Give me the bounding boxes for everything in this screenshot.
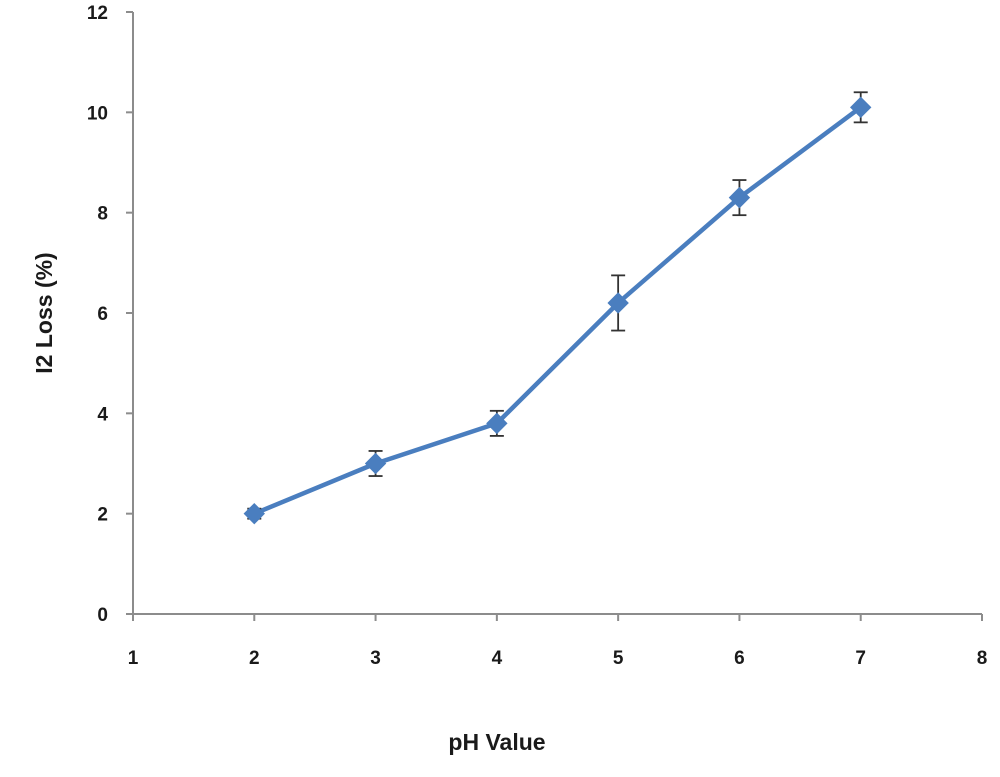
x-tick-label: 4: [492, 648, 503, 669]
y-axis-ticks: 0 2 4 6 8 10 12: [87, 3, 133, 626]
series-layer: [243, 91, 872, 525]
data-point-marker: [607, 292, 629, 314]
x-axis-title: pH Value: [448, 729, 545, 755]
y-tick-label: 6: [97, 304, 108, 325]
x-tick-label: 1: [128, 648, 139, 669]
x-axis-ticks: 1 2 3 4 5 6 7 8: [128, 614, 988, 669]
data-point-marker: [364, 452, 387, 475]
x-tick-label: 5: [613, 648, 624, 669]
x-tick-label: 6: [734, 648, 745, 669]
y-tick-label: 12: [87, 3, 108, 24]
x-tick-label: 3: [370, 648, 381, 669]
data-point-marker: [243, 502, 265, 525]
x-tick-label: 8: [977, 648, 988, 669]
x-tick-label: 2: [249, 648, 260, 669]
y-tick-label: 8: [97, 204, 108, 225]
series-line: [253, 105, 863, 516]
data-point-marker: [728, 186, 751, 209]
y-tick-label: 2: [97, 505, 108, 526]
x-tick-label: 7: [855, 648, 866, 669]
y-tick-label: 4: [97, 404, 108, 425]
data-point-marker: [486, 412, 508, 435]
y-tick-label: 10: [87, 103, 108, 124]
data-point-marker: [850, 96, 872, 119]
y-axis-title: I2 Loss (%): [31, 252, 57, 373]
y-tick-label: 0: [97, 605, 108, 626]
